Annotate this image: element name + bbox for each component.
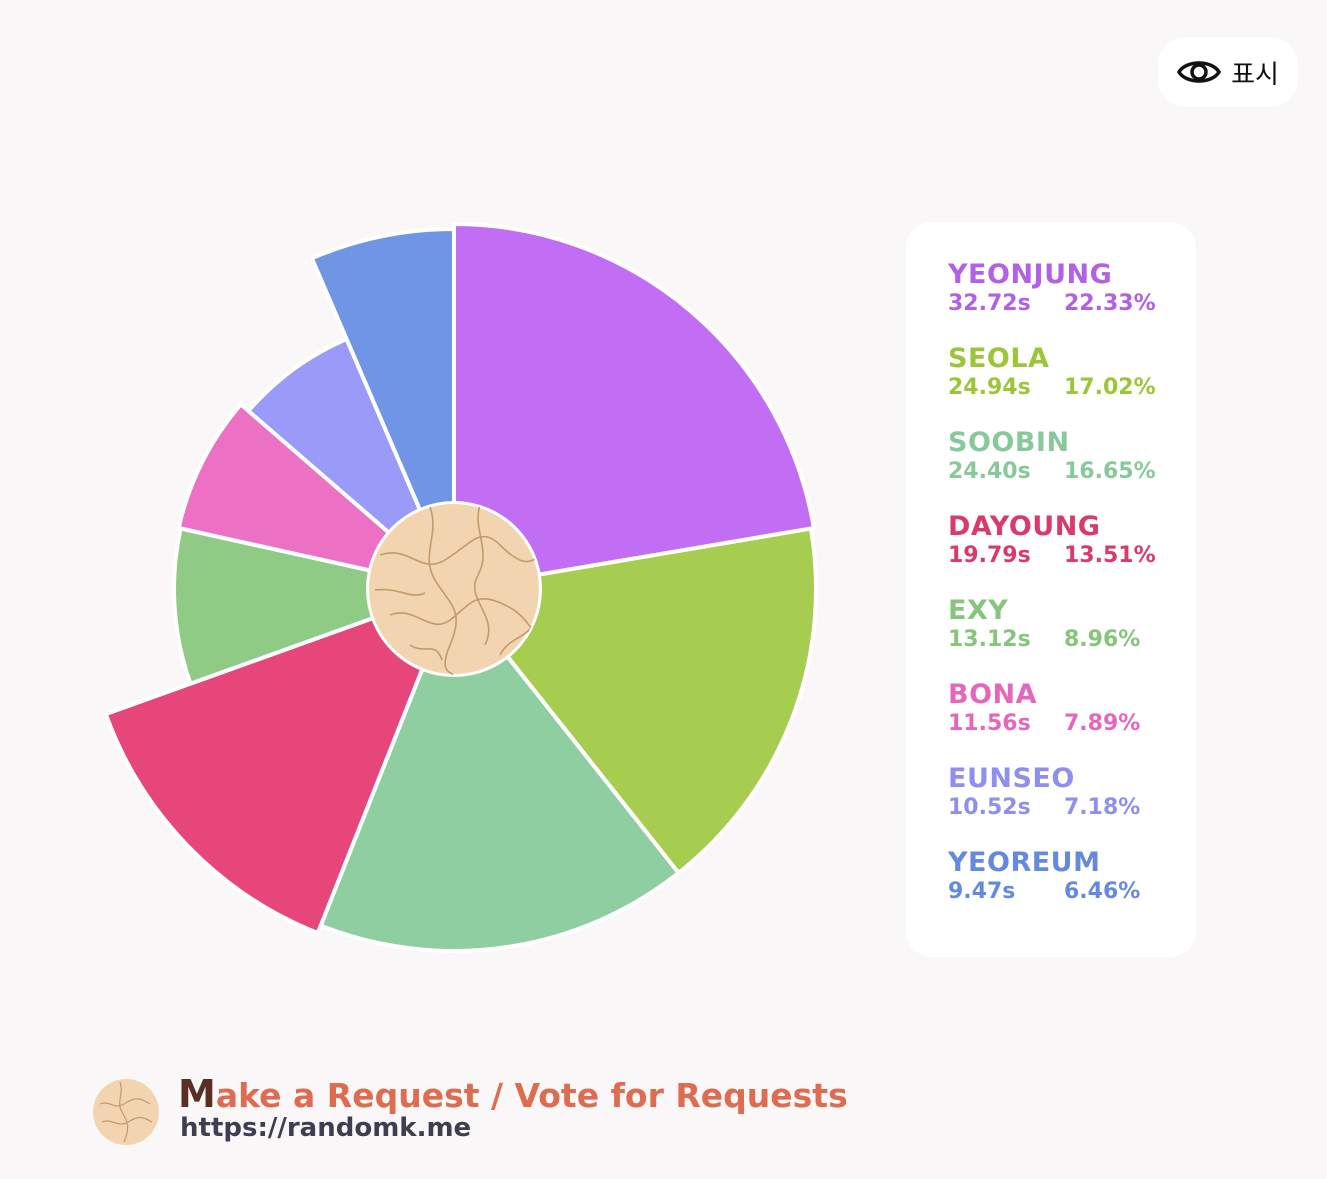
legend-name: EXY	[948, 595, 1009, 626]
legend-item: YEOREUM 9.47s 6.46%	[948, 847, 1140, 906]
show-button-label: 표시	[1231, 59, 1279, 90]
pie-slice-dayoung	[103, 587, 456, 936]
legend-seconds: 24.40s	[948, 459, 1031, 484]
legend-seconds: 11.56s	[948, 711, 1031, 736]
legend-name: SEOLA	[948, 343, 1050, 374]
legend-percent: 6.46%	[1064, 879, 1141, 904]
pie-chart	[103, 222, 819, 953]
pie-slice-exy	[172, 526, 456, 686]
legend-item: SOOBIN 24.40s 16.65%	[948, 427, 1156, 486]
pie-slice-seola	[452, 526, 819, 875]
legend-percent: 16.65%	[1064, 459, 1156, 484]
show-button[interactable]: 표시	[1158, 37, 1298, 107]
legend-name: YEOREUM	[948, 847, 1101, 878]
legend-item: EUNSEO 10.52s 7.18%	[948, 763, 1140, 822]
legend-seconds: 24.94s	[948, 375, 1031, 400]
pie-slice-yeoreum	[309, 227, 456, 591]
eye-icon	[1177, 61, 1222, 83]
legend-percent: 22.33%	[1064, 291, 1156, 316]
legend-name: BONA	[948, 679, 1038, 710]
legend-seconds: 13.12s	[948, 627, 1031, 652]
legend-item: DAYOUNG 19.79s 13.51%	[948, 511, 1156, 570]
legend-name: EUNSEO	[948, 763, 1075, 794]
center-logo	[366, 501, 542, 677]
legend-name: DAYOUNG	[948, 511, 1101, 542]
legend-seconds: 10.52s	[948, 795, 1031, 820]
legend-seconds: 32.72s	[948, 291, 1031, 316]
legend-percent: 7.89%	[1064, 711, 1141, 736]
legend-percent: 13.51%	[1064, 543, 1156, 568]
legend-seconds: 9.47s	[948, 879, 1016, 904]
legend-item: SEOLA 24.94s 17.02%	[948, 343, 1156, 402]
legend-seconds: 19.79s	[948, 543, 1031, 568]
pie-slice-soobin	[318, 587, 681, 953]
legend-percent: 8.96%	[1064, 627, 1141, 652]
request-link[interactable]: Make a Request / Vote for Requests	[178, 1072, 848, 1116]
legend-item: YEONJUNG 32.72s 22.33%	[948, 259, 1156, 318]
footer-title-first: M	[178, 1072, 216, 1116]
legend-name: SOOBIN	[948, 427, 1070, 458]
footer-title-rest: ake a Request / Vote for Requests	[215, 1076, 848, 1115]
legend-item: BONA 11.56s 7.89%	[948, 679, 1140, 738]
legend-percent: 17.02%	[1064, 375, 1156, 400]
pie-slice-yeonjung	[452, 222, 816, 591]
legend: YEONJUNG 32.72s 22.33% SEOLA 24.94s 17.0…	[906, 222, 1196, 957]
legend-percent: 7.18%	[1064, 795, 1141, 820]
legend-item: EXY 13.12s 8.96%	[948, 595, 1140, 654]
cookie-logo-icon	[93, 1079, 159, 1145]
footer-url[interactable]: https://randomk.me	[180, 1113, 472, 1143]
legend-name: YEONJUNG	[948, 259, 1113, 290]
